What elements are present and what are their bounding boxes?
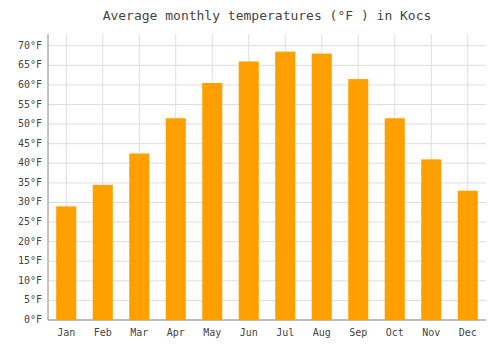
axes: 0°F 5°F 10°F 15°F 20°F 25°F 30°F 35°F 40°F 45°F 50… — [18, 34, 486, 338]
y-tick-label: 15°F — [18, 255, 42, 266]
x-tick-label: Jul — [276, 327, 294, 338]
y-tick-label: 0°F — [24, 314, 42, 325]
x-tick-label: Apr — [167, 327, 185, 338]
title: Average monthly temperatures (°F ) in Ko… — [103, 8, 432, 23]
bars — [56, 52, 478, 320]
y-tick-label: 70°F — [18, 40, 42, 51]
bar — [312, 54, 332, 320]
y-grid-line — [48, 261, 486, 262]
bar — [93, 185, 113, 320]
y-tick-label: 30°F — [18, 196, 42, 207]
bar — [239, 61, 259, 320]
y-tick-label: 45°F — [18, 138, 42, 149]
grid — [48, 34, 486, 320]
x-axis-line — [48, 320, 486, 321]
bar — [385, 118, 405, 320]
bar — [202, 83, 222, 320]
y-grid-line — [48, 241, 486, 242]
y-tick-label: 35°F — [18, 177, 42, 188]
y-grid-line — [48, 300, 486, 301]
y-tick-label: 20°F — [18, 236, 42, 247]
x-tick-label: Aug — [313, 327, 331, 338]
y-grid-line — [48, 280, 486, 281]
bar — [56, 206, 76, 320]
y-tick-label: 40°F — [18, 157, 42, 168]
y-grid-line — [48, 163, 486, 164]
bar — [275, 52, 295, 320]
x-tick-label: Oct — [386, 327, 404, 338]
y-grid-line — [48, 182, 486, 183]
y-tick-label: 55°F — [18, 99, 42, 110]
x-tick-label: Sep — [349, 327, 367, 338]
bar — [348, 79, 368, 320]
y-tick-label: 10°F — [18, 275, 42, 286]
x-tick-label: Nov — [422, 327, 440, 338]
x-tick-label: Jun — [240, 327, 258, 338]
bar — [458, 191, 478, 320]
x-tick-label: Feb — [94, 327, 112, 338]
y-tick-label: 60°F — [18, 79, 42, 90]
y-tick-label: 65°F — [18, 59, 42, 70]
x-tick-label: Mar — [130, 327, 148, 338]
y-grid-line — [48, 202, 486, 203]
x-tick-label: May — [203, 327, 221, 338]
y-grid-line — [48, 84, 486, 85]
y-grid-line — [48, 124, 486, 125]
y-grid-line — [48, 104, 486, 105]
chart: 0°F 5°F 10°F 15°F 20°F 25°F 30°F 35°F 40°F 45°F 50… — [0, 0, 500, 350]
bar — [421, 159, 441, 320]
y-grid-line — [48, 222, 486, 223]
y-tick-label: 50°F — [18, 118, 42, 129]
y-tick-label: 5°F — [24, 294, 42, 305]
bar — [166, 118, 186, 320]
y-tick-label: 25°F — [18, 216, 42, 227]
x-tick-label: Jan — [57, 327, 75, 338]
y-grid-line — [48, 143, 486, 144]
y-grid-line — [48, 65, 486, 66]
y-grid-line — [48, 45, 486, 46]
y-axis-line — [48, 34, 49, 320]
bar — [129, 153, 149, 320]
x-tick-label: Dec — [459, 327, 477, 338]
y-grid-line — [48, 320, 486, 321]
